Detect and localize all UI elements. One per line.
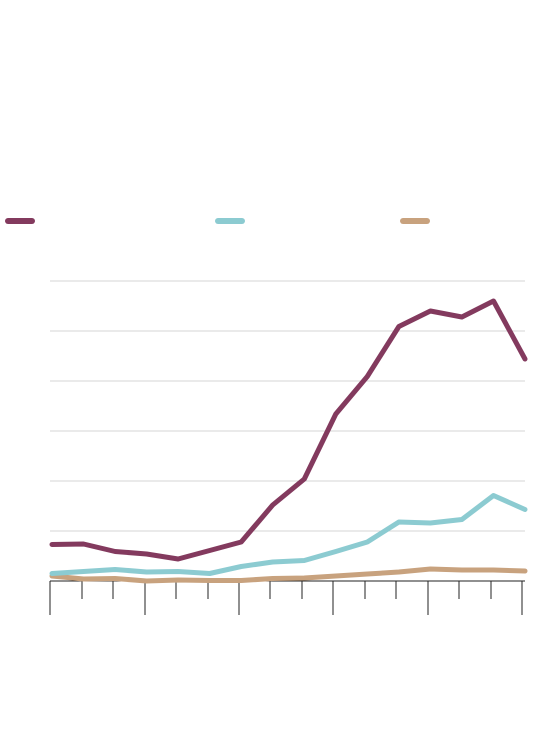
legend-item-3 bbox=[400, 214, 430, 228]
legend-item-1 bbox=[5, 214, 35, 228]
legend-swatch-1 bbox=[5, 218, 35, 224]
series-line-2 bbox=[49, 493, 528, 576]
gridlines bbox=[50, 280, 525, 532]
series-lines bbox=[49, 298, 528, 584]
series-line-3 bbox=[49, 566, 528, 584]
legend-swatch-2 bbox=[215, 218, 245, 224]
legend-swatch-3 bbox=[400, 218, 430, 224]
x-axis bbox=[49, 580, 525, 615]
legend-item-2 bbox=[215, 214, 245, 228]
series-line-1 bbox=[49, 298, 528, 562]
